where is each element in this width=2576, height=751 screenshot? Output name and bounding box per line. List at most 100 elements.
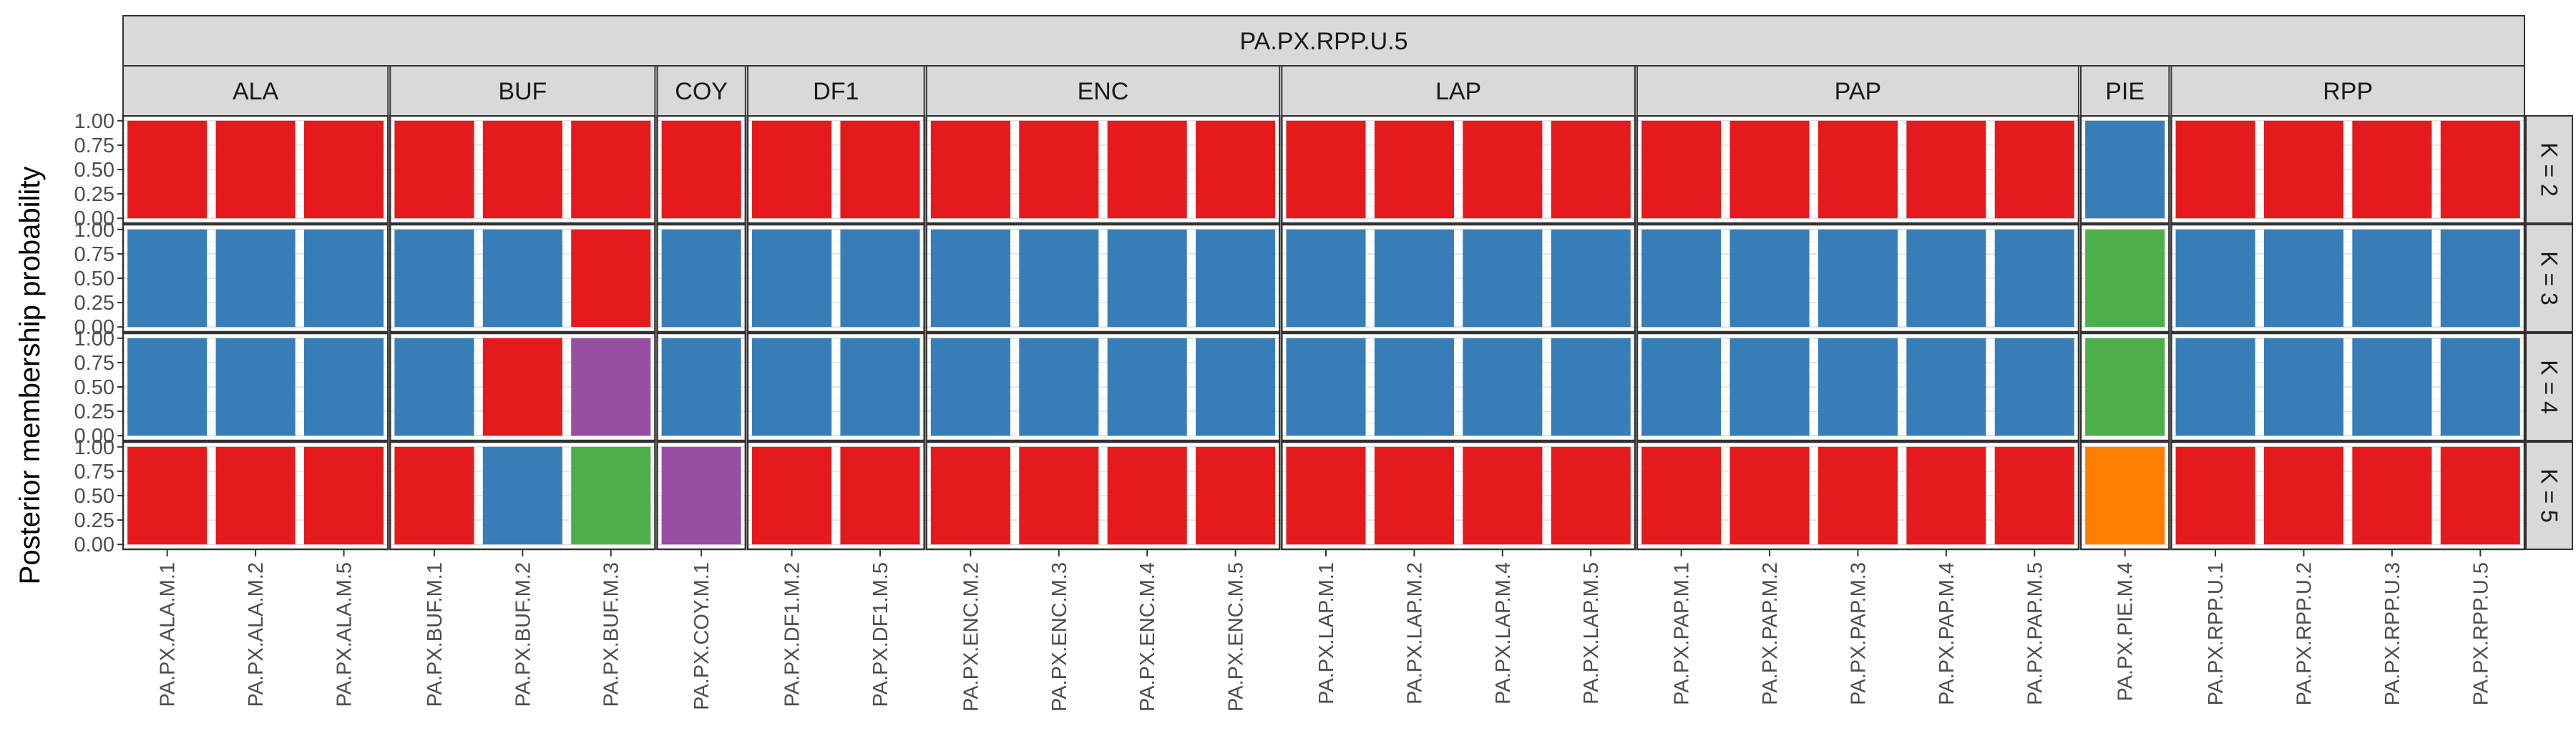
bar-pa-px-pie-m-4-k4 — [2085, 338, 2165, 436]
y-tick-label: 0.75 — [74, 134, 114, 157]
y-tick-label: 1.00 — [74, 328, 114, 350]
x-tick-label: PA.PX.ALA.M.5 — [333, 562, 356, 707]
bar-pa-px-ala-m-1-k5 — [127, 446, 208, 545]
bar-pa-px-buf-m-3-k3 — [571, 229, 651, 328]
bar-pa-px-rpp-u-3-k5 — [2352, 446, 2432, 545]
bar-pa-px-buf-m-3-k5 — [571, 446, 651, 545]
bar-pa-px-rpp-u-1-k3 — [2175, 229, 2255, 328]
bar-pa-px-enc-m-3-k5 — [1019, 446, 1099, 545]
bar-pa-px-lap-m-4-k4 — [1463, 338, 1543, 436]
bar-pa-px-enc-m-5-k4 — [1196, 338, 1276, 436]
bar-pa-px-pap-m-3-k3 — [1818, 229, 1898, 328]
bar-pa-px-buf-m-1-k3 — [394, 229, 474, 328]
x-tick-label: PA.PX.PAP.M.2 — [1759, 562, 1782, 705]
bar-pa-px-lap-m-1-k2 — [1286, 120, 1366, 219]
bar-pa-px-enc-m-3-k2 — [1019, 120, 1099, 219]
bar-pa-px-rpp-u-3-k3 — [2352, 229, 2432, 328]
bar-pa-px-ala-m-5-k2 — [303, 120, 384, 219]
bar-pa-px-enc-m-3-k3 — [1019, 229, 1099, 328]
bar-pa-px-rpp-u-5-k3 — [2440, 229, 2520, 328]
group-strip-lap — [1281, 65, 1636, 117]
panel-border — [656, 223, 747, 333]
row-strip — [2525, 441, 2573, 550]
bar-pa-px-pap-m-5-k4 — [1994, 338, 2074, 436]
panel-border — [1636, 332, 2080, 442]
bar-pa-px-rpp-u-1-k5 — [2175, 446, 2255, 545]
bar-pa-px-pap-m-3-k5 — [1818, 446, 1898, 545]
x-tick-label: PA.PX.RPP.U.2 — [2293, 562, 2316, 705]
bar-pa-px-buf-m-1-k2 — [394, 120, 474, 219]
title-strip — [122, 15, 2525, 67]
bar-pa-px-df1-m-2-k5 — [752, 446, 832, 545]
panel-border — [2079, 332, 2170, 442]
bar-pa-px-enc-m-5-k3 — [1196, 229, 1276, 328]
bar-pa-px-buf-m-1-k5 — [394, 446, 474, 545]
bar-pa-px-df1-m-5-k3 — [840, 229, 920, 328]
y-tick-label: 0.25 — [74, 401, 114, 423]
bar-pa-px-pap-m-2-k3 — [1729, 229, 1810, 328]
x-tick-label: PA.PX.BUF.M.2 — [512, 562, 535, 707]
row-strip — [2525, 333, 2573, 441]
bar-pa-px-ala-m-5-k4 — [303, 338, 384, 436]
y-tick-label: 0.50 — [74, 376, 114, 399]
x-tick-label: PA.PX.LAP.M.1 — [1315, 562, 1338, 705]
bar-pa-px-rpp-u-2-k2 — [2263, 120, 2344, 219]
panel-border — [2170, 223, 2526, 333]
bar-pa-px-coy-m-1-k4 — [661, 338, 741, 436]
bar-pa-px-pap-m-1-k4 — [1641, 338, 1722, 436]
bar-pa-px-pap-m-5-k5 — [1994, 446, 2074, 545]
y-tick-label: 0.75 — [74, 352, 114, 375]
x-tick-label: PA.PX.RPP.U.3 — [2381, 562, 2404, 705]
x-tick-label: PA.PX.ENC.M.2 — [960, 562, 982, 712]
panel-border — [2079, 223, 2170, 333]
axes: PA.PX.ALA.M.1 PA.PX.ALA.M.2 PA.PX.ALA.M.5 P… — [74, 110, 2493, 712]
chart-title: PA.PX.RPP.U.5 — [1240, 28, 1408, 55]
bar-pa-px-lap-m-2-k2 — [1374, 120, 1454, 219]
y-tick-label: 0.00 — [74, 425, 114, 448]
row-strip-label: K = 4 — [2537, 360, 2562, 414]
x-tick-label: PA.PX.ALA.M.2 — [245, 562, 268, 707]
bar-pa-px-buf-m-2-k2 — [482, 120, 562, 219]
panel-border — [1281, 332, 1636, 442]
bar-pa-px-pap-m-1-k5 — [1641, 446, 1722, 545]
panel-border — [1281, 441, 1636, 551]
bar-pa-px-enc-m-2-k4 — [930, 338, 1010, 436]
bar-pa-px-rpp-u-5-k4 — [2440, 338, 2520, 436]
bar-pa-px-rpp-u-2-k5 — [2263, 446, 2344, 545]
group-strip-pap — [1636, 65, 2079, 117]
group-label: BUF — [498, 78, 547, 105]
y-axis-title: Posterior membership probability — [14, 167, 46, 585]
bar-pa-px-lap-m-4-k2 — [1463, 120, 1543, 219]
bar-pa-px-pap-m-4-k2 — [1906, 120, 1986, 219]
bar-pa-px-enc-m-2-k2 — [930, 120, 1010, 219]
group-label: LAP — [1435, 78, 1481, 105]
bar-pa-px-coy-m-1-k3 — [661, 229, 741, 328]
panel-border — [656, 332, 747, 442]
group-label: DF1 — [813, 78, 859, 105]
bar-pa-px-enc-m-2-k5 — [930, 446, 1010, 545]
bar-pa-px-lap-m-5-k5 — [1551, 446, 1631, 545]
bar-pa-px-pap-m-1-k2 — [1641, 120, 1722, 219]
bar-pa-px-ala-m-2-k2 — [215, 120, 296, 219]
panel-border — [925, 223, 1281, 333]
bar-pa-px-ala-m-1-k2 — [127, 120, 208, 219]
bar-pa-px-lap-m-1-k3 — [1286, 229, 1366, 328]
group-label: PIE — [2105, 78, 2145, 105]
bar-pa-px-coy-m-1-k5 — [661, 446, 741, 545]
bar-pa-px-lap-m-4-k5 — [1463, 446, 1543, 545]
bar-pa-px-buf-m-1-k4 — [394, 338, 474, 436]
y-tick-label: 0.00 — [74, 534, 114, 556]
panels — [122, 114, 2526, 551]
x-tick-label: PA.PX.COY.M.1 — [691, 562, 713, 710]
x-tick-label: PA.PX.DF1.M.2 — [781, 562, 804, 707]
y-tick-label: 0.00 — [74, 316, 114, 339]
bar-pa-px-pap-m-2-k4 — [1729, 338, 1810, 436]
bar-pa-px-pap-m-2-k5 — [1729, 446, 1810, 545]
x-tick-label: PA.PX.LAP.M.5 — [1580, 562, 1603, 705]
x-tick-label: PA.PX.LAP.M.2 — [1403, 562, 1426, 705]
bar-pa-px-lap-m-5-k2 — [1551, 120, 1631, 219]
y-tick-label: 1.00 — [74, 219, 114, 242]
bar-pa-px-lap-m-5-k4 — [1551, 338, 1631, 436]
bar-pa-px-rpp-u-2-k3 — [2263, 229, 2344, 328]
